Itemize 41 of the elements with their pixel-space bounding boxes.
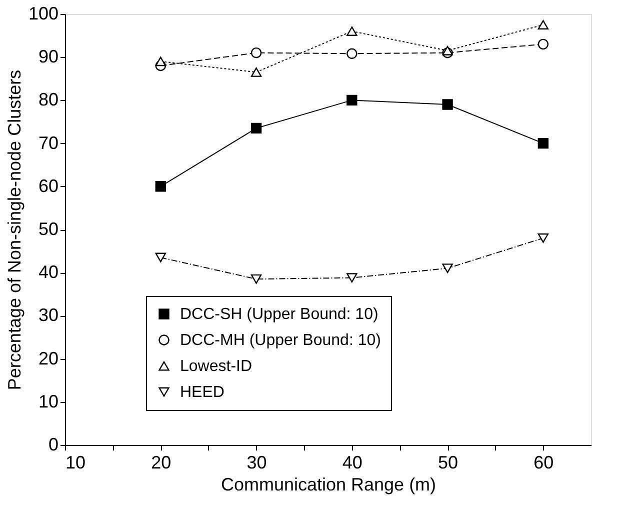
- point: [442, 46, 453, 56]
- x-tick-label: 20: [151, 452, 172, 472]
- point: [155, 181, 166, 192]
- legend-label: DCC-MH (Upper Bound: 10): [180, 332, 381, 349]
- y-tick-label: 40: [38, 262, 58, 282]
- y-tick-label: 10: [38, 391, 58, 412]
- x-tick-label: 60: [534, 452, 554, 472]
- x-axis-title: Communication Range (m): [220, 474, 436, 494]
- y-tick-label: 90: [38, 46, 58, 67]
- legend-label: Lowest-ID: [180, 358, 252, 375]
- y-axis-title: Percentage of Non-single-node Clusters: [4, 70, 24, 390]
- y-tick-label: 0: [48, 434, 58, 454]
- point: [442, 264, 453, 273]
- y-tick-label: 30: [38, 305, 58, 326]
- y-tick-label: 60: [38, 176, 58, 196]
- x-tick-label: 40: [342, 452, 362, 472]
- y-tick-label: 20: [38, 348, 58, 368]
- point: [442, 99, 453, 110]
- legend-label: DCC-SH (Upper Bound: 10): [180, 306, 378, 323]
- legend-label: HEED: [180, 384, 224, 401]
- point: [538, 138, 549, 149]
- point: [346, 273, 358, 282]
- point: [346, 94, 358, 106]
- point: [538, 233, 549, 243]
- y-tick-label: 100: [28, 4, 58, 24]
- y-tick-label: 70: [38, 132, 58, 153]
- point: [346, 26, 358, 36]
- point: [250, 47, 262, 58]
- point: [538, 20, 549, 30]
- y-tick-label: 80: [38, 90, 58, 110]
- point: [155, 56, 166, 66]
- x-tick-label: 30: [246, 452, 267, 472]
- point: [155, 252, 166, 262]
- x-tick-label: 50: [438, 452, 458, 472]
- y-tick-label: 50: [38, 219, 58, 239]
- point: [250, 274, 262, 284]
- x-tick-label: 10: [66, 452, 86, 472]
- point: [250, 67, 262, 77]
- point: [250, 122, 262, 134]
- point: [538, 38, 549, 50]
- point: [346, 48, 358, 59]
